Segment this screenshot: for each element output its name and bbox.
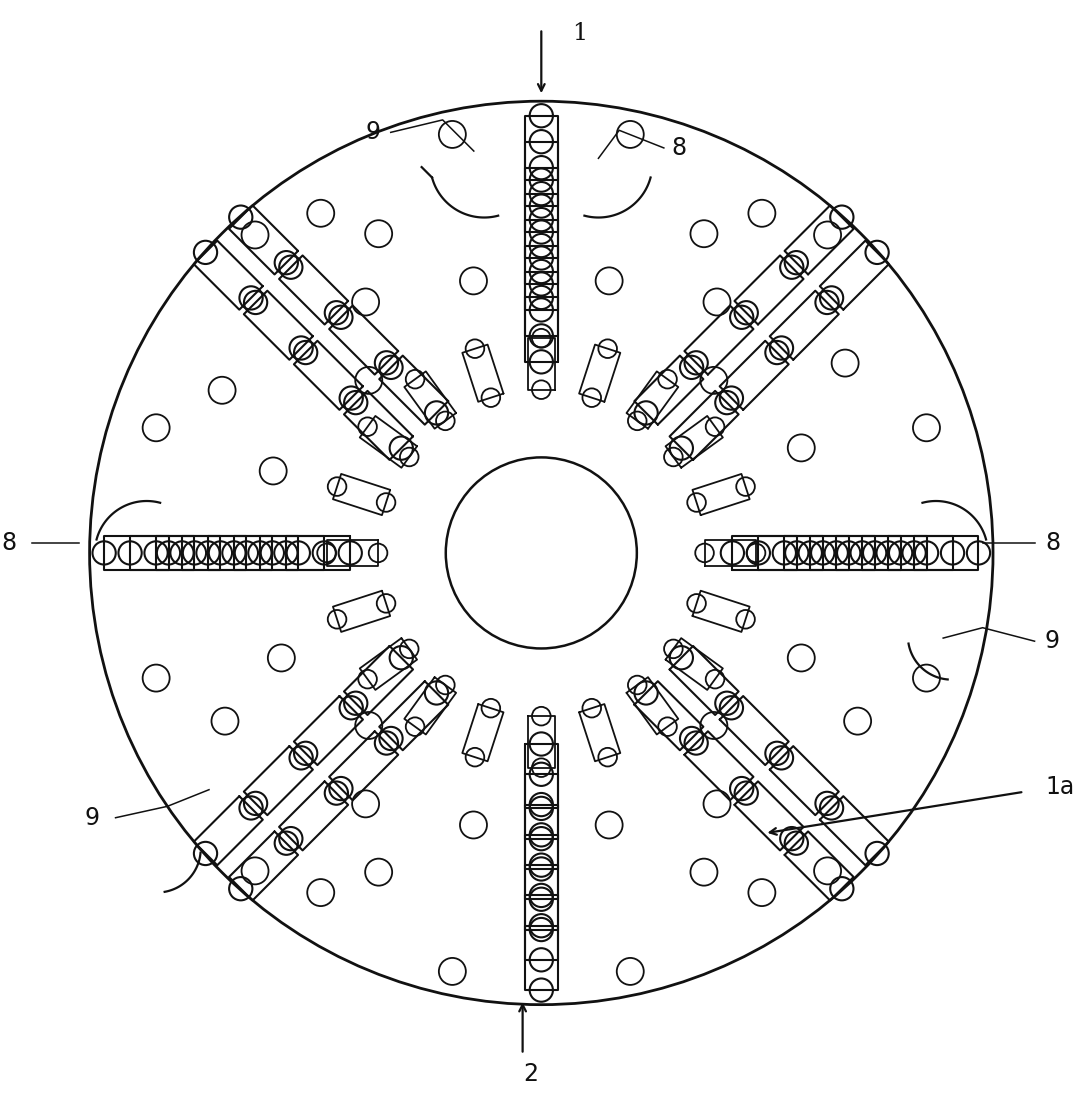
Text: 8: 8 [1045, 530, 1061, 555]
Text: 9: 9 [365, 120, 380, 145]
Text: 9: 9 [1045, 629, 1059, 653]
Text: 2: 2 [524, 1062, 539, 1085]
Text: 8: 8 [2, 530, 17, 555]
Text: 9: 9 [85, 806, 100, 830]
Text: 1a: 1a [1045, 775, 1075, 798]
Text: 1: 1 [572, 22, 588, 46]
Text: 8: 8 [671, 136, 686, 160]
